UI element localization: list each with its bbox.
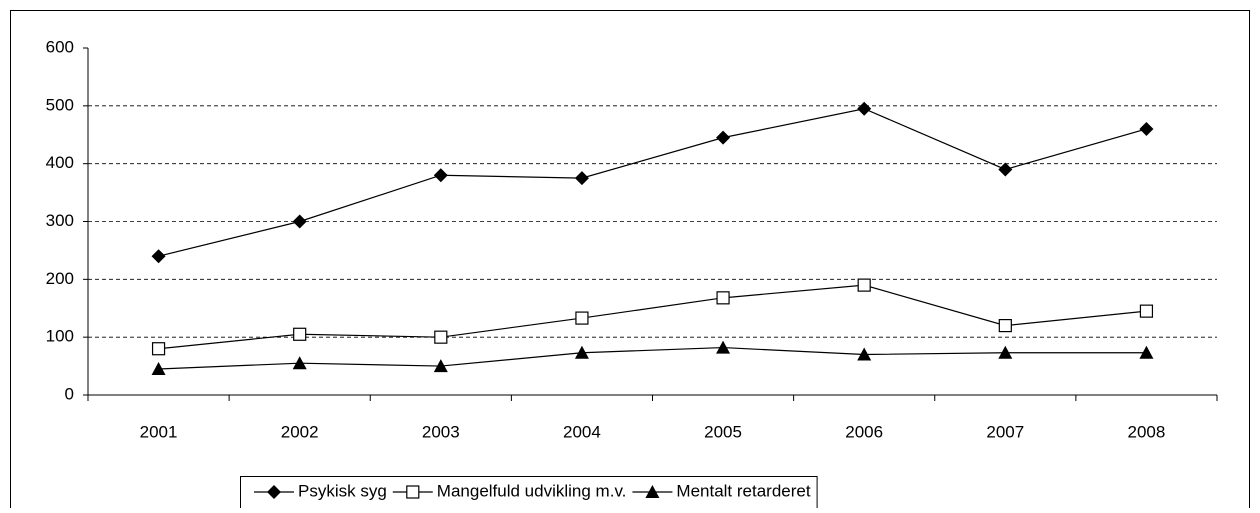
marker: [574, 171, 589, 186]
x-tick-label: 2001: [140, 422, 178, 441]
marker: [406, 485, 420, 499]
marker: [151, 249, 166, 264]
y-tick-label: 300: [46, 211, 74, 230]
y-tick-label: 200: [46, 269, 74, 288]
legend-box: [240, 476, 818, 513]
legend-label: Mentalt retarderet: [676, 481, 810, 500]
marker: [151, 342, 166, 356]
y-tick-label: 400: [46, 153, 74, 172]
x-tick-label: 2003: [422, 422, 460, 441]
marker: [575, 311, 589, 325]
y-tick-label: 500: [46, 95, 74, 114]
marker: [645, 485, 660, 498]
marker: [292, 214, 307, 229]
legend: Psykisk syg Mangelfuld udvikling m.v. Ment…: [240, 476, 818, 513]
marker: [151, 361, 166, 375]
marker: [716, 130, 731, 145]
marker: [434, 330, 448, 344]
x-tick-label: 2007: [986, 422, 1024, 441]
y-tick-label: 100: [46, 327, 74, 346]
marker: [716, 291, 730, 305]
marker: [998, 162, 1013, 177]
marker: [293, 327, 307, 341]
marker: [998, 345, 1013, 359]
marker: [1139, 345, 1154, 359]
x-tick-label: 2002: [281, 422, 319, 441]
marker: [574, 345, 589, 359]
series-line: [158, 108, 1147, 257]
marker: [716, 340, 731, 354]
marker: [267, 485, 281, 499]
marker: [857, 101, 872, 116]
series-line: [158, 346, 1147, 370]
x-tick-label: 2008: [1128, 422, 1166, 441]
x-tick-label: 2006: [845, 422, 883, 441]
x-tick-label: 2004: [563, 422, 601, 441]
marker: [857, 278, 871, 292]
chart-frame: [10, 10, 1250, 513]
legend-label: Psykisk syg: [298, 481, 387, 500]
x-tick-label: 2005: [704, 422, 742, 441]
marker: [1139, 304, 1154, 318]
series-line: [158, 284, 1147, 350]
y-tick-label: 0: [65, 384, 74, 403]
y-tick-label: 600: [46, 37, 74, 56]
marker: [857, 347, 872, 361]
marker: [292, 356, 307, 370]
legend-label: Mangelfuld udvikling m.v.: [437, 481, 627, 500]
marker: [1139, 121, 1154, 136]
marker: [998, 319, 1012, 333]
marker: [433, 359, 448, 373]
marker: [433, 168, 448, 183]
